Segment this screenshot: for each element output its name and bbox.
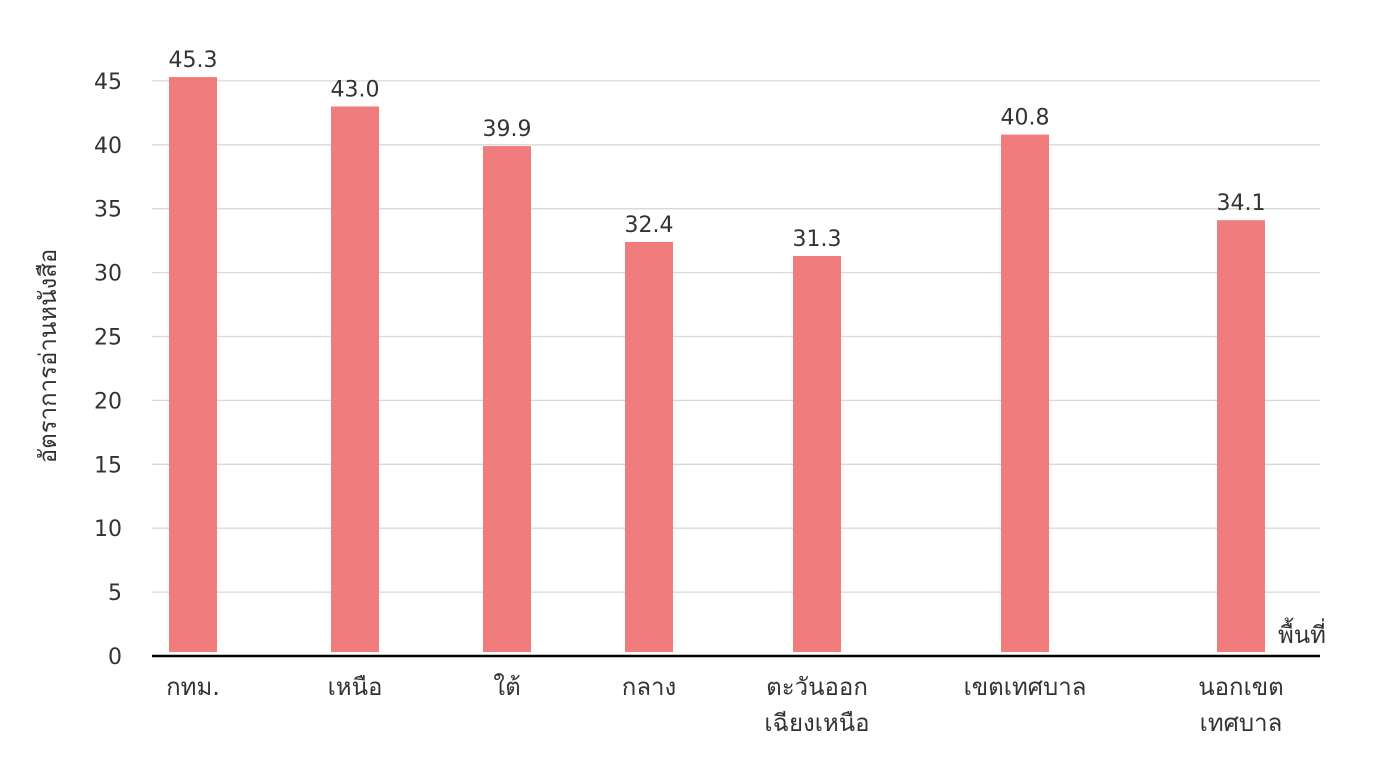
- bar-value-label: 32.4: [625, 213, 674, 238]
- bar: [169, 77, 217, 653]
- x-category-label: กทม.: [166, 673, 220, 701]
- y-tick-label: 30: [94, 262, 122, 287]
- y-axis-title: อัตราการอ่านหนังสือ: [34, 249, 62, 464]
- x-category-label: ใต้: [493, 673, 520, 701]
- bar: [793, 255, 841, 652]
- y-tick-label: 45: [94, 70, 122, 95]
- y-tick-label: 10: [94, 517, 122, 542]
- x-category-label: เหนือ: [328, 673, 383, 701]
- y-tick-label: 5: [108, 581, 122, 606]
- x-category-label: เทศบาล: [1200, 709, 1283, 737]
- bar: [483, 146, 531, 652]
- bar-value-label: 45.3: [169, 48, 218, 73]
- bar-value-label: 31.3: [793, 227, 842, 252]
- value-labels: 45.3 43.0 39.9 32.4 31.3 40.8 34.1: [169, 48, 1266, 252]
- bars: [169, 77, 1265, 653]
- gridlines: [152, 80, 1320, 593]
- bar-value-label: 34.1: [1217, 191, 1266, 216]
- x-category-label: เขตเทศบาล: [964, 673, 1087, 701]
- y-tick-label: 20: [94, 389, 122, 414]
- bar-value-label: 40.8: [1001, 106, 1050, 131]
- y-tick-label: 40: [94, 134, 122, 159]
- x-category-label: นอกเขต: [1198, 673, 1284, 701]
- x-category-label: เฉียงเหนือ: [764, 709, 869, 737]
- bar: [1001, 134, 1049, 653]
- x-category-label: กลาง: [622, 673, 676, 701]
- y-tick-label: 15: [94, 453, 122, 478]
- y-tick-label: 25: [94, 326, 122, 351]
- bar-value-label: 39.9: [483, 117, 532, 142]
- bar-value-label: 43.0: [331, 77, 380, 102]
- y-tick-label: 0: [108, 645, 122, 670]
- y-tick-labels: 0 5 10 15 20 25 30 35 40 45: [94, 70, 122, 670]
- bar: [331, 106, 379, 652]
- bar: [1217, 220, 1265, 652]
- y-tick-label: 35: [94, 198, 122, 223]
- bar: [625, 241, 673, 653]
- x-category-label: ตะวันออก: [766, 673, 868, 701]
- x-axis-title: พื้นที่: [1278, 617, 1326, 649]
